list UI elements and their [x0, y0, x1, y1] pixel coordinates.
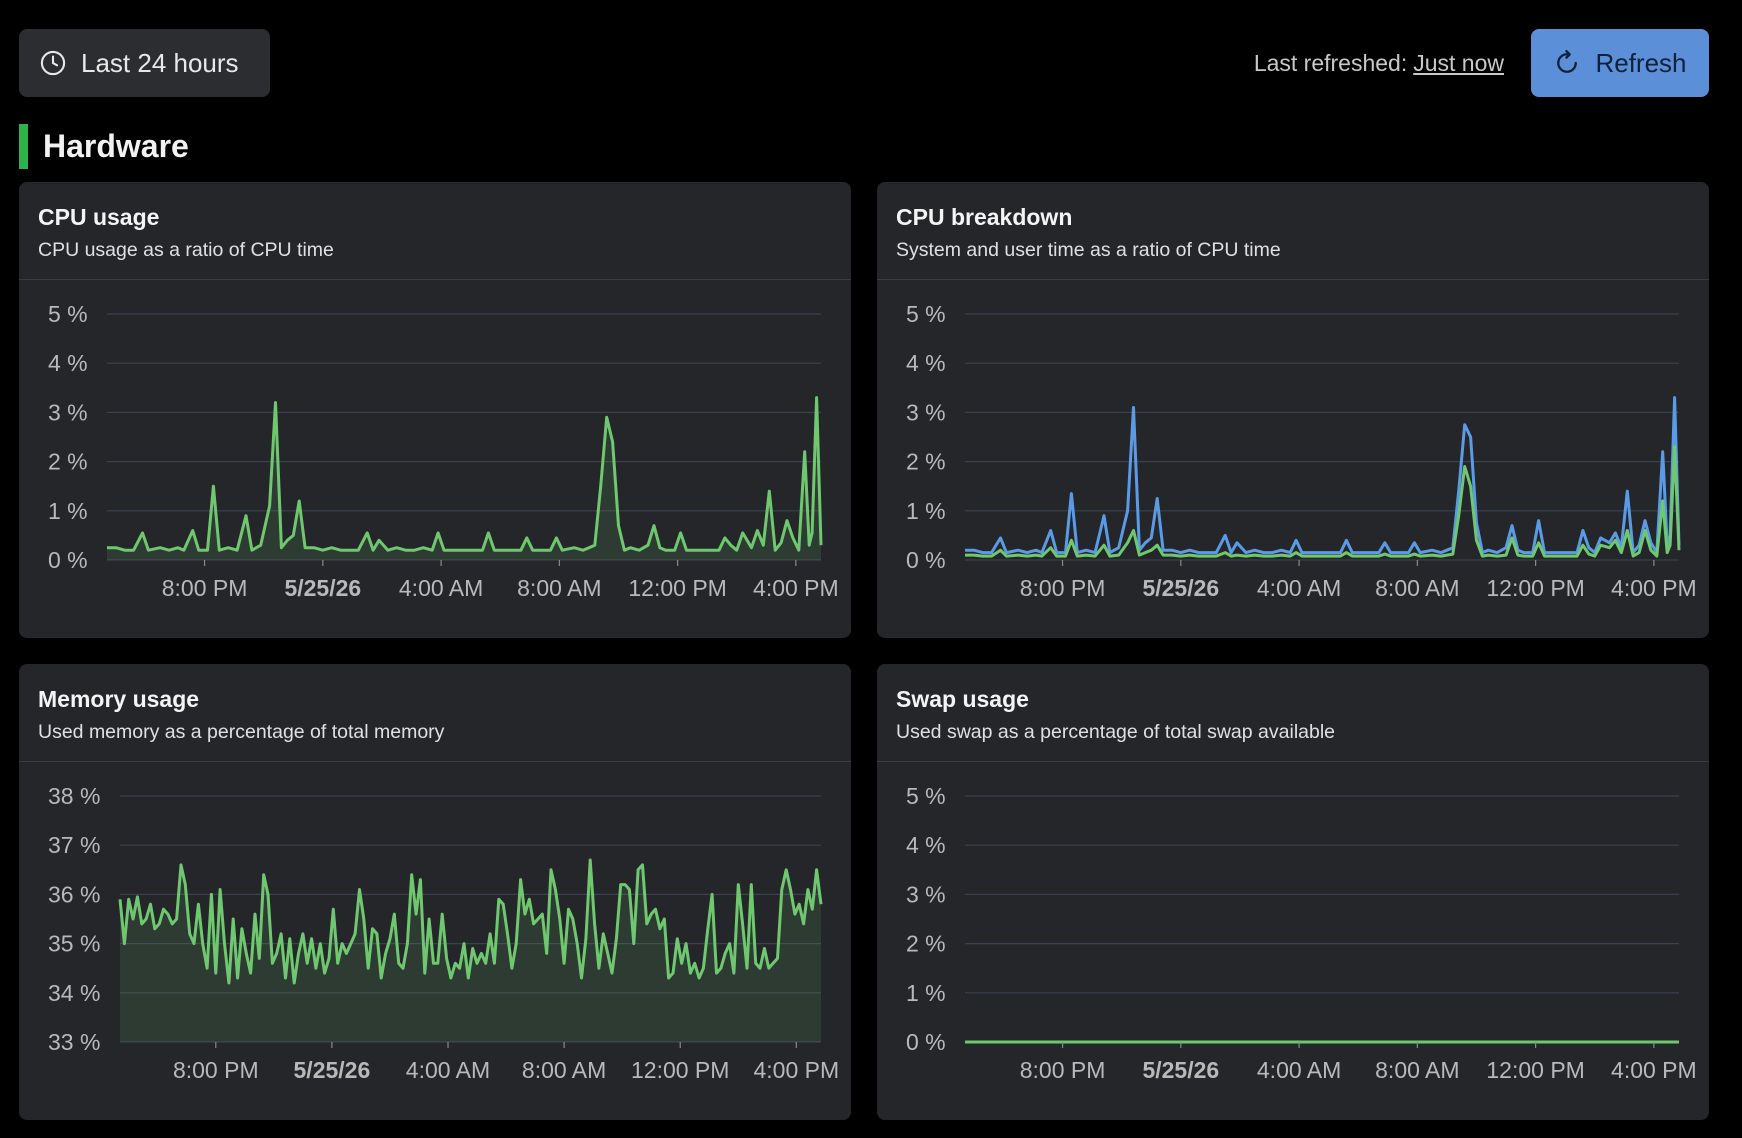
card-title: CPU usage: [38, 204, 160, 230]
series-line-1: [965, 445, 1681, 558]
y-tick-label: 0 %: [906, 547, 946, 573]
y-tick-label: 3 %: [48, 399, 88, 425]
y-tick-label: 3 %: [906, 881, 946, 907]
time-range-label: Last 24 hours: [81, 47, 239, 78]
x-tick-label: 8:00 PM: [1020, 1057, 1106, 1083]
y-tick-label: 5 %: [906, 301, 946, 327]
y-tick-label: 4 %: [906, 832, 946, 858]
x-tick-label: 4:00 PM: [753, 575, 839, 601]
section-title: Hardware: [43, 128, 189, 164]
x-tick-label: 8:00 PM: [162, 575, 248, 601]
series-line-0: [118, 858, 823, 985]
cpu-breakdown-card: CPU breakdown System and user time as a …: [877, 182, 1709, 638]
x-tick-label: 8:00 AM: [1375, 575, 1459, 601]
y-tick-label: 2 %: [906, 449, 946, 475]
y-tick-label: 0 %: [48, 547, 88, 573]
y-tick-label: 35 %: [48, 931, 100, 957]
x-tick-label: 4:00 AM: [1257, 1057, 1341, 1083]
x-tick-label: 5/25/26: [294, 1057, 371, 1083]
swap-usage-chart[interactable]: 5 % 4 % 3 % 2 % 1 % 0 % 8:00 PM 5/25/26 4:00 AM 8…: [877, 763, 1709, 1120]
x-tick-label: 4:00 AM: [399, 575, 483, 601]
x-tick-label: 4:00 PM: [753, 1057, 839, 1083]
card-title: Memory usage: [38, 686, 200, 712]
x-tick-label: 4:00 AM: [1257, 575, 1341, 601]
series-area: [107, 397, 821, 560]
x-tick-label: 12:00 PM: [631, 1057, 729, 1083]
x-tick-label: 8:00 AM: [517, 575, 601, 601]
last-refreshed-label: Last refreshed:: [1253, 49, 1408, 76]
card-subtitle: Used memory as a percentage of total mem…: [38, 721, 445, 743]
y-tick-label: 37 %: [48, 832, 100, 858]
y-tick-label: 38 %: [48, 783, 100, 809]
time-range-button[interactable]: Last 24 hours: [19, 29, 270, 97]
y-tick-label: 2 %: [906, 931, 946, 957]
card-title: CPU breakdown: [896, 204, 1073, 230]
x-tick-label: 4:00 PM: [1611, 575, 1697, 601]
x-tick-label: 12:00 PM: [628, 575, 726, 601]
y-tick-label: 1 %: [906, 498, 946, 524]
y-tick-label: 4 %: [906, 350, 946, 376]
x-tick-label: 12:00 PM: [1486, 575, 1584, 601]
x-tick-label: 4:00 AM: [406, 1057, 490, 1083]
x-tick-label: 8:00 AM: [522, 1057, 606, 1083]
toolbar: Last 24 hours Last refreshed: Just now R…: [19, 29, 1709, 97]
series-line-0: [107, 396, 823, 552]
section-accent-bar: [19, 124, 28, 169]
y-tick-label: 1 %: [906, 980, 946, 1006]
cpu-usage-card: CPU usage CPU usage as a ratio of CPU ti…: [19, 182, 851, 638]
card-subtitle: CPU usage as a ratio of CPU time: [38, 239, 334, 261]
y-tick-label: 5 %: [48, 301, 88, 327]
y-tick-label: 5 %: [906, 783, 946, 809]
series-line-0: [965, 396, 1681, 555]
card-header: Swap usage Used swap as a percentage of …: [877, 664, 1709, 762]
refresh-label: Refresh: [1595, 47, 1687, 78]
y-tick-label: 36 %: [48, 881, 100, 907]
x-tick-label: 5/25/26: [284, 575, 361, 601]
refresh-icon: [1557, 49, 1578, 73]
last-refreshed: Last refreshed: Just now: [1254, 29, 1504, 97]
memory-usage-chart[interactable]: 38 % 37 % 36 % 35 % 34 % 33 % 8:00 PM 5/25/26 4:…: [19, 763, 851, 1120]
y-tick-label: 4 %: [48, 350, 88, 376]
memory-usage-card: Memory usage Used memory as a percentage…: [19, 664, 851, 1120]
clock-icon: [40, 50, 66, 76]
y-tick-label: 33 %: [48, 1029, 100, 1055]
swap-usage-card: Swap usage Used swap as a percentage of …: [877, 664, 1709, 1120]
card-title: Swap usage: [896, 686, 1029, 712]
card-header: Memory usage Used memory as a percentage…: [19, 664, 851, 762]
section-header: Hardware: [19, 124, 189, 169]
y-tick-label: 1 %: [48, 498, 88, 524]
y-tick-label: 3 %: [906, 399, 946, 425]
cpu-usage-chart[interactable]: 5 % 4 % 3 % 2 % 1 % 0 % 8:00 PM 5/25/26 4:00 AM 8…: [19, 281, 851, 638]
card-header: CPU usage CPU usage as a ratio of CPU ti…: [19, 182, 851, 280]
card-subtitle: Used swap as a percentage of total swap …: [896, 721, 1336, 743]
y-tick-label: 2 %: [48, 449, 88, 475]
card-subtitle: System and user time as a ratio of CPU t…: [896, 239, 1281, 261]
refresh-button[interactable]: Refresh: [1531, 29, 1709, 97]
series-area: [120, 860, 821, 1042]
x-tick-label: 8:00 PM: [173, 1057, 259, 1083]
cpu-breakdown-chart[interactable]: 5 % 4 % 3 % 2 % 1 % 0 % 8:00 PM 5/25/26 4:00 AM 8…: [877, 281, 1709, 638]
x-tick-label: 8:00 PM: [1020, 575, 1106, 601]
x-tick-label: 5/25/26: [1142, 575, 1219, 601]
y-tick-label: 34 %: [48, 980, 100, 1006]
x-tick-label: 12:00 PM: [1486, 1057, 1584, 1083]
x-tick-label: 4:00 PM: [1611, 1057, 1697, 1083]
y-tick-label: 0 %: [906, 1029, 946, 1055]
x-tick-label: 5/25/26: [1142, 1057, 1219, 1083]
x-tick-label: 8:00 AM: [1375, 1057, 1459, 1083]
last-refreshed-link[interactable]: Just now: [1413, 49, 1504, 76]
card-header: CPU breakdown System and user time as a …: [877, 182, 1709, 280]
